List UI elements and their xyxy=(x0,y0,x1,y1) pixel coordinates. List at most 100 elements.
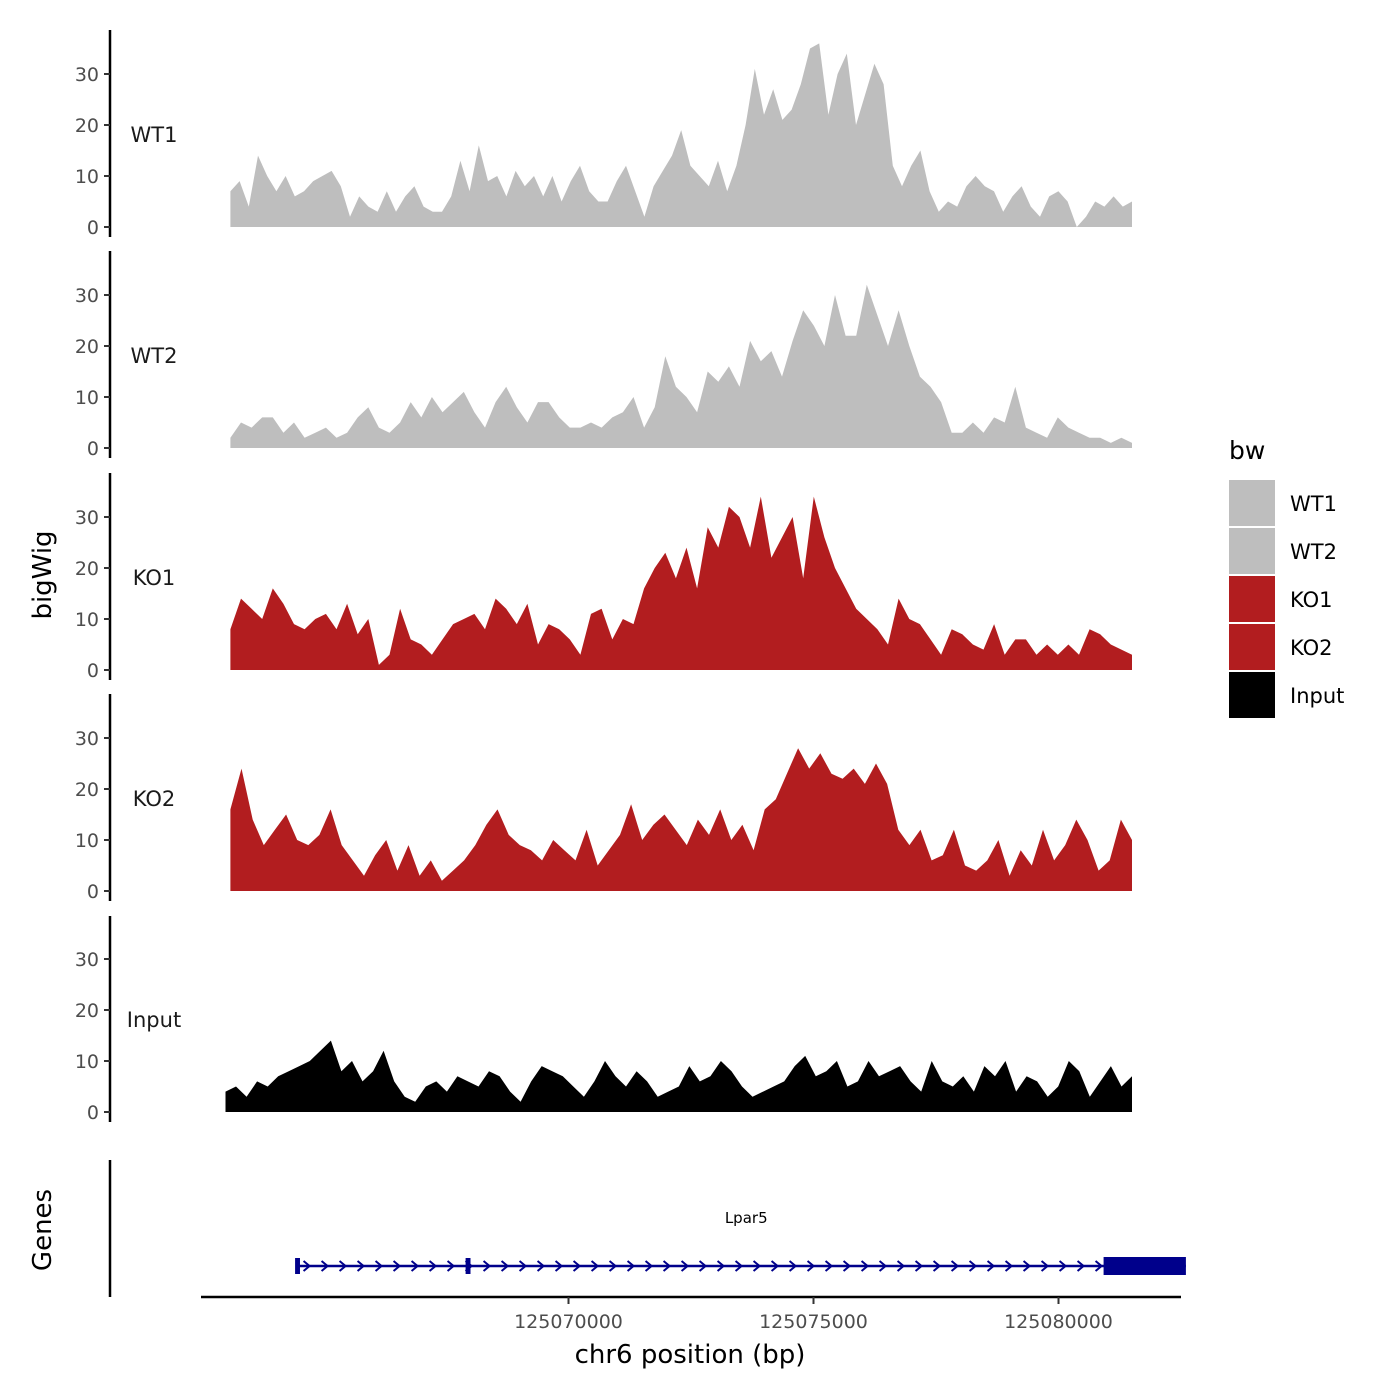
track-label: Input xyxy=(127,1008,181,1032)
legend-label: KO2 xyxy=(1290,636,1333,660)
x-axis: 125070000 125075000 125080000 xyxy=(201,1295,1181,1333)
strand-arrow-icon xyxy=(734,1260,744,1272)
strand-arrow-icon xyxy=(788,1260,798,1272)
strand-arrow-icon xyxy=(806,1260,816,1272)
strand-arrow-icon xyxy=(446,1260,456,1272)
track-ko1: 0 10 20 30 KO1 xyxy=(75,473,1132,682)
strand-arrow-icon xyxy=(302,1260,312,1272)
track-input: 0 10 20 30 Input xyxy=(75,916,1132,1124)
x-tick-label: 125070000 xyxy=(514,1311,623,1333)
strand-arrow-icon xyxy=(356,1260,366,1272)
track-ko2: 0 10 20 30 KO2 xyxy=(75,694,1132,903)
track-label: WT1 xyxy=(131,123,178,147)
track-label: KO1 xyxy=(133,566,176,590)
y-axis-title: bigWig xyxy=(28,530,58,619)
strand-arrow-icon xyxy=(1076,1260,1086,1272)
strand-arrow-icon xyxy=(536,1260,546,1272)
y-tick-label: 30 xyxy=(75,64,99,86)
x-axis-title: chr6 position (bp) xyxy=(575,1340,806,1370)
strand-arrow-icon xyxy=(428,1260,438,1272)
strand-arrow-icon xyxy=(626,1260,636,1272)
strand-arrow-icon xyxy=(770,1260,780,1272)
strand-arrow-icon xyxy=(554,1260,564,1272)
strand-arrow-icon xyxy=(860,1260,870,1272)
track-wt1: 0 10 20 30 WT1 xyxy=(75,30,1132,239)
y-tick-label: 30 xyxy=(75,285,99,307)
legend-swatch-ko2 xyxy=(1229,624,1275,670)
genes-axis-title: Genes xyxy=(28,1189,58,1271)
strand-arrow-icon xyxy=(1058,1260,1068,1272)
gene-name-label: Lpar5 xyxy=(725,1209,768,1227)
y-tick-label: 0 xyxy=(87,660,99,682)
strand-arrow-icon xyxy=(338,1260,348,1272)
strand-arrow-icon xyxy=(896,1260,906,1272)
strand-arrow-icon xyxy=(932,1260,942,1272)
legend-label: KO1 xyxy=(1290,588,1333,612)
strand-arrow-icon xyxy=(842,1260,852,1272)
y-tick-label: 10 xyxy=(75,1051,99,1073)
gene-exon xyxy=(465,1258,471,1274)
coverage-area-ko1 xyxy=(230,496,1132,670)
strand-arrow-icon xyxy=(950,1260,960,1272)
strand-arrow-icon xyxy=(878,1260,888,1272)
strand-arrow-icon xyxy=(572,1260,582,1272)
legend-swatch-wt2 xyxy=(1229,528,1275,574)
track-label: KO2 xyxy=(133,787,176,811)
legend-label: WT2 xyxy=(1290,540,1337,564)
legend-swatch-wt1 xyxy=(1229,480,1275,526)
strand-arrow-icon xyxy=(914,1260,924,1272)
y-tick-label: 20 xyxy=(75,115,99,137)
gene-exon xyxy=(1103,1257,1186,1275)
legend-swatch-ko1 xyxy=(1229,576,1275,622)
y-tick-label: 0 xyxy=(87,881,99,903)
strand-arrow-icon xyxy=(698,1260,708,1272)
strand-arrow-icon xyxy=(608,1260,618,1272)
strand-arrow-icon xyxy=(716,1260,726,1272)
legend-title: bw xyxy=(1229,436,1265,465)
coverage-area-ko2 xyxy=(230,748,1132,891)
y-tick-label: 10 xyxy=(75,387,99,409)
strand-arrow-icon xyxy=(968,1260,978,1272)
strand-arrow-icon xyxy=(1022,1260,1032,1272)
y-tick-label: 0 xyxy=(87,438,99,460)
y-tick-label: 20 xyxy=(75,1000,99,1022)
strand-arrow-icon xyxy=(590,1260,600,1272)
strand-arrow-icon xyxy=(752,1260,762,1272)
strand-arrow-icon xyxy=(662,1260,672,1272)
strand-arrow-icon xyxy=(482,1260,492,1272)
strand-arrow-icon xyxy=(644,1260,654,1272)
strand-arrow-icon xyxy=(392,1260,402,1272)
strand-arrow-icon xyxy=(518,1260,528,1272)
strand-arrow-icon xyxy=(1094,1260,1104,1272)
strand-arrow-icon xyxy=(824,1260,834,1272)
y-tick-label: 20 xyxy=(75,336,99,358)
y-tick-label: 30 xyxy=(75,507,99,529)
y-tick-label: 10 xyxy=(75,609,99,631)
strand-arrow-icon xyxy=(1004,1260,1014,1272)
y-tick-label: 0 xyxy=(87,217,99,239)
strand-arrow-icon xyxy=(500,1260,510,1272)
track-wt2: 0 10 20 30 WT2 xyxy=(75,251,1132,460)
strand-arrow-icon xyxy=(374,1260,384,1272)
y-tick-label: 10 xyxy=(75,830,99,852)
track-label: WT2 xyxy=(131,344,178,368)
legend-label: Input xyxy=(1290,684,1344,708)
y-tick-label: 20 xyxy=(75,779,99,801)
coverage-area-input xyxy=(225,1040,1132,1112)
coverage-area-wt2 xyxy=(230,284,1132,448)
legend: bw WT1 WT2 KO1 KO2 Input xyxy=(1229,436,1344,718)
strand-arrow-icon xyxy=(986,1260,996,1272)
strand-arrow-icon xyxy=(680,1260,690,1272)
genes-track: Lpar5 xyxy=(108,1160,1186,1297)
strand-arrow-icon xyxy=(410,1260,420,1272)
y-tick-label: 30 xyxy=(75,949,99,971)
y-tick-label: 0 xyxy=(87,1102,99,1124)
y-tick-label: 10 xyxy=(75,166,99,188)
strand-arrow-icon xyxy=(1040,1260,1050,1272)
x-tick-label: 125080000 xyxy=(1004,1311,1113,1333)
legend-label: WT1 xyxy=(1290,492,1337,516)
y-tick-label: 30 xyxy=(75,728,99,750)
gene-exon xyxy=(295,1258,300,1274)
coverage-tracks: 0 10 20 30 WT1 0 10 20 30 WT2 0 10 20 30 KO1 0 10 20 30 KO2… xyxy=(75,30,1132,1124)
